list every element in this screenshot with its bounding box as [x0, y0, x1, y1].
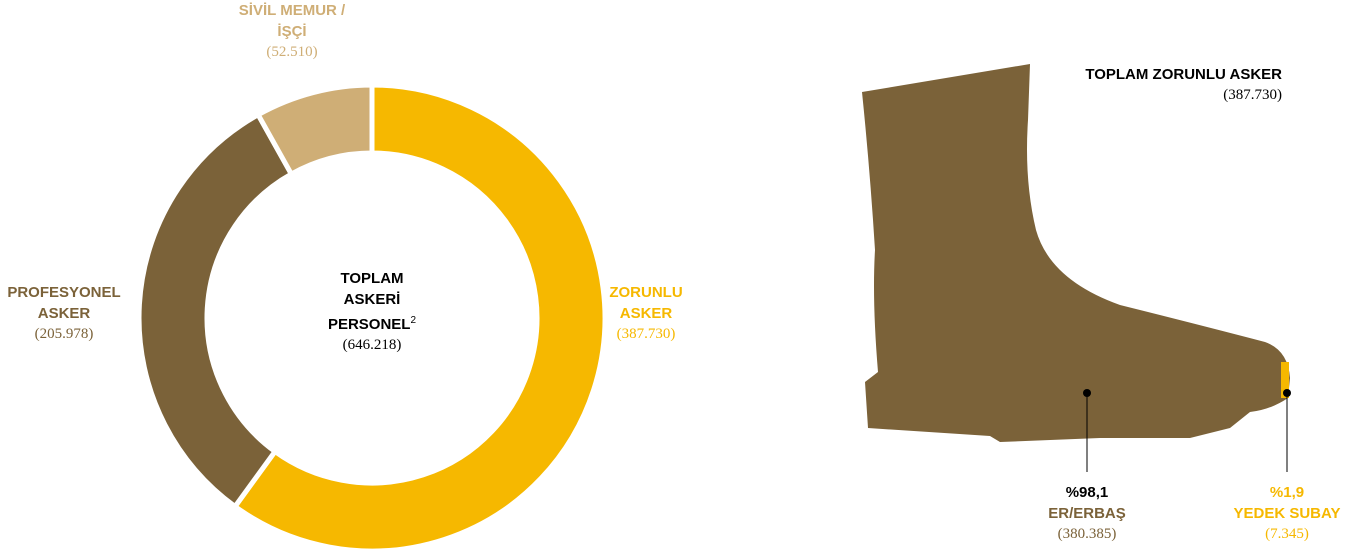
- value-label: (52.510): [266, 44, 318, 60]
- boot-toe-segment: [1281, 362, 1289, 398]
- value-label: (205.978): [34, 326, 94, 342]
- boot-part: %98,1 ER/ERBAŞ (380.385): [1027, 482, 1147, 545]
- boot-part: %1,9 YEDEK SUBAY (7.345): [1222, 482, 1352, 545]
- slice-label: SİVİL MEMUR /İŞÇİ (52.510): [232, 0, 352, 63]
- slice-label: ZORUNLU ASKER (387.730): [596, 282, 696, 345]
- boot-title-text: TOPLAM ZORUNLU ASKER: [1085, 66, 1282, 83]
- boot-title-value: (387.730): [1223, 87, 1282, 103]
- center-value: (646.218): [342, 337, 402, 353]
- slice: [231, 82, 608, 551]
- center-label: TOPLAM ASKERİ PERSONEL2 (646.218): [302, 268, 442, 356]
- percent: %1,9: [1269, 484, 1305, 501]
- slice: [254, 82, 375, 178]
- center-title: TOPLAM ASKERİ PERSONEL2: [302, 268, 442, 335]
- part-value: (7.345): [1265, 526, 1309, 542]
- category-label: PROFESYONEL ASKER: [7, 284, 121, 322]
- pointer-dot: [1283, 389, 1291, 397]
- boot-title: TOPLAM ZORUNLU ASKER (387.730): [1060, 64, 1282, 106]
- category-label: SİVİL MEMUR /İŞÇİ: [238, 2, 346, 40]
- percent: %98,1: [1065, 484, 1109, 501]
- value-label: (387.730): [616, 326, 676, 342]
- slice-label: PROFESYONEL ASKER (205.978): [0, 282, 128, 345]
- slice: [136, 111, 295, 510]
- part-label: ER/ERBAŞ: [1048, 505, 1126, 522]
- footnote-mark: 2: [410, 315, 417, 326]
- part-value: (380.385): [1057, 526, 1117, 542]
- part-label: YEDEK SUBAY: [1233, 505, 1341, 522]
- boot: [862, 64, 1290, 442]
- center-title-text: TOPLAM ASKERİ PERSONEL: [327, 270, 411, 333]
- category-label: ZORUNLU ASKER: [609, 284, 683, 322]
- pointer-dot: [1083, 389, 1091, 397]
